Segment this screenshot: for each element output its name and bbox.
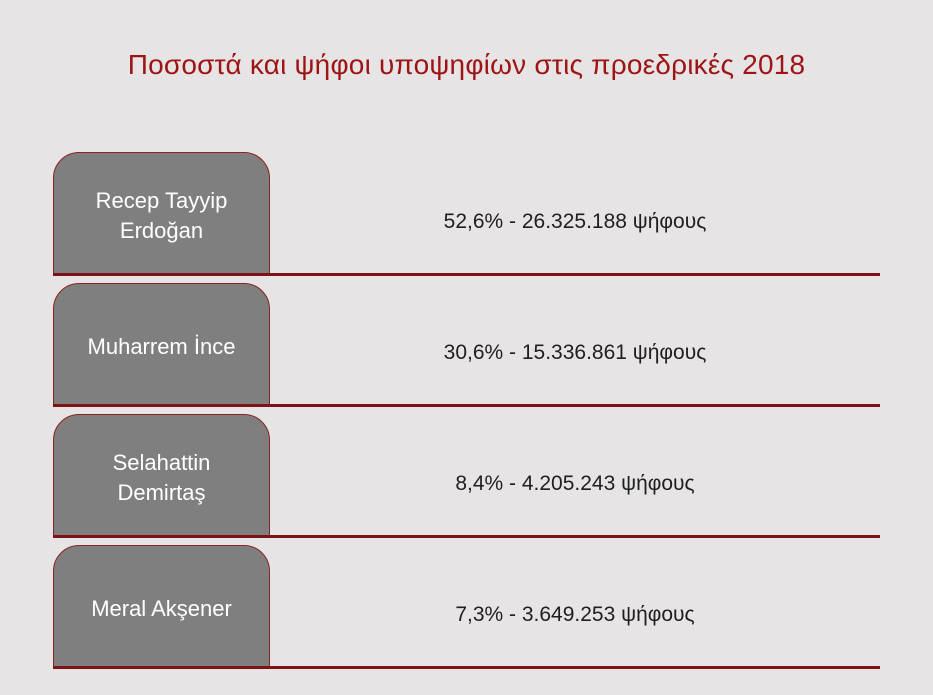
candidate-name: Selahattin Demirtaş bbox=[112, 450, 211, 505]
candidate-row: Recep Tayyip Erdoğan 52,6% - 26.325.188 … bbox=[0, 152, 933, 276]
page-title: Ποσοστά και ψήφοι υποψηφίων στις προεδρι… bbox=[127, 49, 806, 80]
candidate-row: Muharrem İnce 30,6% - 15.336.861 ψήφους bbox=[0, 283, 933, 407]
result-value: 8,4% - 4.205.243 ψήφους bbox=[455, 471, 695, 495]
result-value: 30,6% - 15.336.861 ψήφους bbox=[443, 340, 707, 364]
result-value: 7,3% - 3.649.253 ψήφους bbox=[455, 602, 695, 626]
separator-line bbox=[53, 666, 880, 669]
candidate-box: Selahattin Demirtaş bbox=[53, 414, 270, 538]
candidate-row: Meral Akşener 7,3% - 3.649.253 ψήφους bbox=[0, 545, 933, 669]
candidate-box: Muharrem İnce bbox=[53, 283, 270, 407]
separator-line bbox=[53, 404, 880, 407]
candidate-box: Meral Akşener bbox=[53, 545, 270, 669]
candidate-name: Meral Akşener bbox=[91, 596, 232, 621]
result-value: 52,6% - 26.325.188 ψήφους bbox=[443, 209, 707, 233]
separator-line bbox=[53, 535, 880, 538]
separator-line bbox=[53, 273, 880, 276]
candidate-name: Recep Tayyip Erdoğan bbox=[95, 188, 228, 243]
candidate-row: Selahattin Demirtaş 8,4% - 4.205.243 ψήφ… bbox=[0, 414, 933, 538]
candidate-box: Recep Tayyip Erdoğan bbox=[53, 152, 270, 276]
candidate-name: Muharrem İnce bbox=[87, 334, 236, 359]
